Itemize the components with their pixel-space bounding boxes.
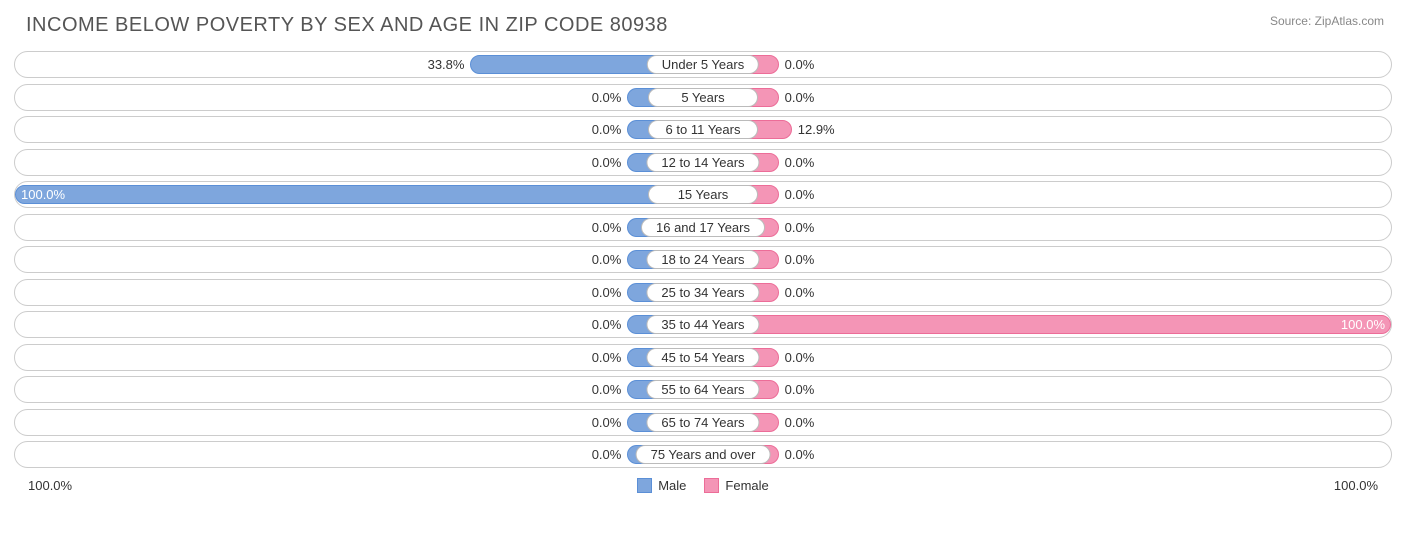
data-row: 0.0% 0.0% 65 to 74 Years	[14, 409, 1392, 436]
data-row: 0.0% 12.9% 6 to 11 Years	[14, 116, 1392, 143]
male-pct: 0.0%	[592, 252, 622, 267]
female-half: 0.0%	[703, 247, 1391, 272]
male-pct: 0.0%	[592, 122, 622, 137]
chart-area: 33.8%0.0%Under 5 Years0.0%0.0%5 Years0.0…	[0, 47, 1406, 498]
male-pct: 0.0%	[592, 220, 622, 235]
axis-row: 100.0% 100.0% Male Female	[14, 474, 1392, 498]
category-pill: 15 Years	[648, 185, 758, 204]
category-pill: 25 to 34 Years	[646, 283, 759, 302]
female-pct: 0.0%	[785, 447, 815, 462]
category-pill: 18 to 24 Years	[646, 250, 759, 269]
male-half: 100.0%	[15, 182, 703, 207]
data-row: 0.0% 0.0% 12 to 14 Years	[14, 149, 1392, 176]
data-row: 100.0% 0.0% 15 Years	[14, 181, 1392, 208]
category-pill: 16 and 17 Years	[641, 218, 765, 237]
female-half: 0.0%	[703, 410, 1391, 435]
data-row: 0.0% 0.0% 25 to 34 Years	[14, 279, 1392, 306]
male-half: 0.0%	[15, 312, 703, 337]
female-half: 0.0%	[703, 442, 1391, 467]
female-half: 0.0%	[703, 377, 1391, 402]
data-row: 33.8% 0.0% Under 5 Years	[14, 51, 1392, 78]
category-pill: 45 to 54 Years	[646, 348, 759, 367]
male-half: 0.0%	[15, 85, 703, 110]
male-half: 0.0%	[15, 215, 703, 240]
source-label: Source: ZipAtlas.com	[1270, 14, 1384, 28]
male-half: 0.0%	[15, 280, 703, 305]
female-half: 0.0%	[703, 215, 1391, 240]
male-half: 0.0%	[15, 377, 703, 402]
male-half: 0.0%	[15, 247, 703, 272]
legend-female: Female	[704, 478, 768, 493]
male-pct: 100.0%	[21, 187, 65, 202]
female-half: 0.0%	[703, 52, 1391, 77]
male-pct: 0.0%	[592, 317, 622, 332]
category-pill: 6 to 11 Years	[648, 120, 758, 139]
female-pct: 0.0%	[785, 57, 815, 72]
female-pct: 0.0%	[785, 220, 815, 235]
male-pct: 0.0%	[592, 415, 622, 430]
category-pill: 55 to 64 Years	[646, 380, 759, 399]
female-pct: 0.0%	[785, 285, 815, 300]
female-half: 0.0%	[703, 182, 1391, 207]
female-pct: 0.0%	[785, 187, 815, 202]
category-pill: 12 to 14 Years	[646, 153, 759, 172]
data-row: 0.0% 0.0% 16 and 17 Years	[14, 214, 1392, 241]
category-pill: 65 to 74 Years	[646, 413, 759, 432]
female-pct: 0.0%	[785, 90, 815, 105]
male-half: 33.8%	[15, 52, 703, 77]
data-row: 0.0% 0.0% 18 to 24 Years	[14, 246, 1392, 273]
female-half: 12.9%	[703, 117, 1391, 142]
male-half: 0.0%	[15, 150, 703, 175]
male-pct: 0.0%	[592, 350, 622, 365]
male-pct: 0.0%	[592, 285, 622, 300]
female-swatch	[704, 478, 719, 493]
female-pct: 0.0%	[785, 155, 815, 170]
data-row: 0.0% 0.0% 55 to 64 Years	[14, 376, 1392, 403]
axis-left-label: 100.0%	[28, 478, 72, 493]
male-half: 0.0%	[15, 410, 703, 435]
male-half: 0.0%	[15, 345, 703, 370]
female-half: 100.0%	[703, 312, 1391, 337]
female-pct: 0.0%	[785, 350, 815, 365]
female-half: 0.0%	[703, 85, 1391, 110]
female-pct: 12.9%	[798, 122, 835, 137]
legend-female-label: Female	[725, 478, 768, 493]
female-half: 0.0%	[703, 280, 1391, 305]
male-bar	[15, 185, 703, 204]
male-swatch	[637, 478, 652, 493]
male-pct: 0.0%	[592, 90, 622, 105]
category-pill: 75 Years and over	[636, 445, 771, 464]
category-pill: 35 to 44 Years	[646, 315, 759, 334]
data-row: 0.0% 100.0% 35 to 44 Years	[14, 311, 1392, 338]
legend-male: Male	[637, 478, 686, 493]
female-pct: 100.0%	[1341, 317, 1385, 332]
female-pct: 0.0%	[785, 382, 815, 397]
legend-male-label: Male	[658, 478, 686, 493]
data-row: 0.0% 0.0% 5 Years	[14, 84, 1392, 111]
axis-right-label: 100.0%	[1334, 478, 1378, 493]
data-row: 0.0% 0.0% 45 to 54 Years	[14, 344, 1392, 371]
male-half: 0.0%	[15, 442, 703, 467]
category-pill: Under 5 Years	[647, 55, 759, 74]
female-pct: 0.0%	[785, 252, 815, 267]
male-pct: 0.0%	[592, 447, 622, 462]
male-pct: 33.8%	[428, 57, 465, 72]
male-pct: 0.0%	[592, 155, 622, 170]
female-half: 0.0%	[703, 345, 1391, 370]
female-pct: 0.0%	[785, 415, 815, 430]
chart-title: INCOME BELOW POVERTY BY SEX AND AGE IN Z…	[0, 0, 1406, 47]
female-bar	[703, 315, 1391, 334]
male-half: 0.0%	[15, 117, 703, 142]
category-pill: 5 Years	[648, 88, 758, 107]
male-pct: 0.0%	[592, 382, 622, 397]
data-row: 0.0% 0.0% 75 Years and over	[14, 441, 1392, 468]
female-half: 0.0%	[703, 150, 1391, 175]
